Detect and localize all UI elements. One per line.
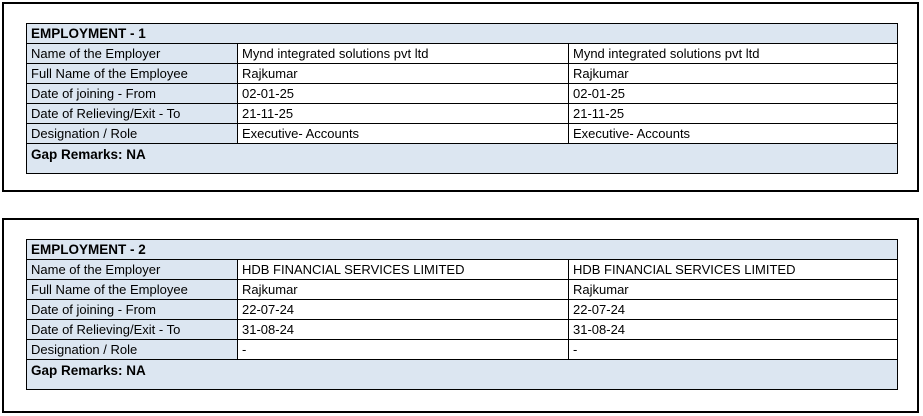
field-value-designation-2: - [567, 339, 899, 360]
gap-remarks: Gap Remarks: NA [25, 359, 899, 390]
table-row: Designation / Role - - [26, 339, 899, 360]
field-value-date-relieving-2: 21-11-25 [567, 103, 899, 124]
field-value-employee-name-1: Rajkumar [237, 63, 569, 84]
table-row: Designation / Role Executive- Accounts E… [26, 123, 899, 144]
employment-1-frame: EMPLOYMENT - 1 Name of the Employer Mynd… [2, 2, 919, 192]
field-label-date-joining: Date of joining - From [26, 299, 238, 320]
table-row: Date of Relieving/Exit - To 21-11-25 21-… [26, 103, 899, 124]
field-value-date-joining-2: 02-01-25 [567, 83, 899, 104]
table-row: EMPLOYMENT - 1 [25, 23, 899, 44]
section-title: EMPLOYMENT - 2 [25, 239, 899, 260]
field-value-date-joining-1: 02-01-25 [237, 83, 569, 104]
field-value-employer-2: Mynd integrated solutions pvt ltd [567, 43, 899, 64]
field-label-employer: Name of the Employer [26, 259, 238, 280]
gap-remarks: Gap Remarks: NA [25, 143, 899, 174]
field-value-employer-1: Mynd integrated solutions pvt ltd [237, 43, 569, 64]
table-row: Gap Remarks: NA [25, 143, 899, 174]
employment-1-table: EMPLOYMENT - 1 Name of the Employer Mynd… [25, 23, 899, 174]
field-value-employer-2: HDB FINANCIAL SERVICES LIMITED [567, 259, 899, 280]
field-value-date-relieving-2: 31-08-24 [567, 319, 899, 340]
table-row: Name of the Employer Mynd integrated sol… [26, 43, 899, 64]
field-label-date-joining: Date of joining - From [26, 83, 238, 104]
table-row: Name of the Employer HDB FINANCIAL SERVI… [26, 259, 899, 280]
field-value-employee-name-2: Rajkumar [567, 279, 899, 300]
table-row: EMPLOYMENT - 2 [25, 239, 899, 260]
field-value-employee-name-2: Rajkumar [567, 63, 899, 84]
field-value-date-relieving-1: 31-08-24 [237, 319, 569, 340]
employment-2-frame: EMPLOYMENT - 2 Name of the Employer HDB … [2, 218, 919, 413]
field-label-date-relieving: Date of Relieving/Exit - To [26, 319, 238, 340]
field-label-designation: Designation / Role [26, 123, 238, 144]
section-title: EMPLOYMENT - 1 [25, 23, 899, 44]
field-value-date-joining-2: 22-07-24 [567, 299, 899, 320]
field-label-employer: Name of the Employer [26, 43, 238, 64]
table-row: Gap Remarks: NA [25, 359, 899, 390]
field-value-date-joining-1: 22-07-24 [237, 299, 569, 320]
field-label-date-relieving: Date of Relieving/Exit - To [26, 103, 238, 124]
employment-2-table: EMPLOYMENT - 2 Name of the Employer HDB … [25, 239, 899, 390]
table-row: Date of Relieving/Exit - To 31-08-24 31-… [26, 319, 899, 340]
table-row: Date of joining - From 22-07-24 22-07-24 [26, 299, 899, 320]
table-row: Full Name of the Employee Rajkumar Rajku… [26, 279, 899, 300]
field-value-designation-1: - [237, 339, 569, 360]
field-value-employee-name-1: Rajkumar [237, 279, 569, 300]
field-value-employer-1: HDB FINANCIAL SERVICES LIMITED [237, 259, 569, 280]
field-value-designation-2: Executive- Accounts [567, 123, 899, 144]
field-value-date-relieving-1: 21-11-25 [237, 103, 569, 124]
field-value-designation-1: Executive- Accounts [237, 123, 569, 144]
field-label-designation: Designation / Role [26, 339, 238, 360]
field-label-employee-name: Full Name of the Employee [26, 63, 238, 84]
table-row: Date of joining - From 02-01-25 02-01-25 [26, 83, 899, 104]
table-row: Full Name of the Employee Rajkumar Rajku… [26, 63, 899, 84]
field-label-employee-name: Full Name of the Employee [26, 279, 238, 300]
